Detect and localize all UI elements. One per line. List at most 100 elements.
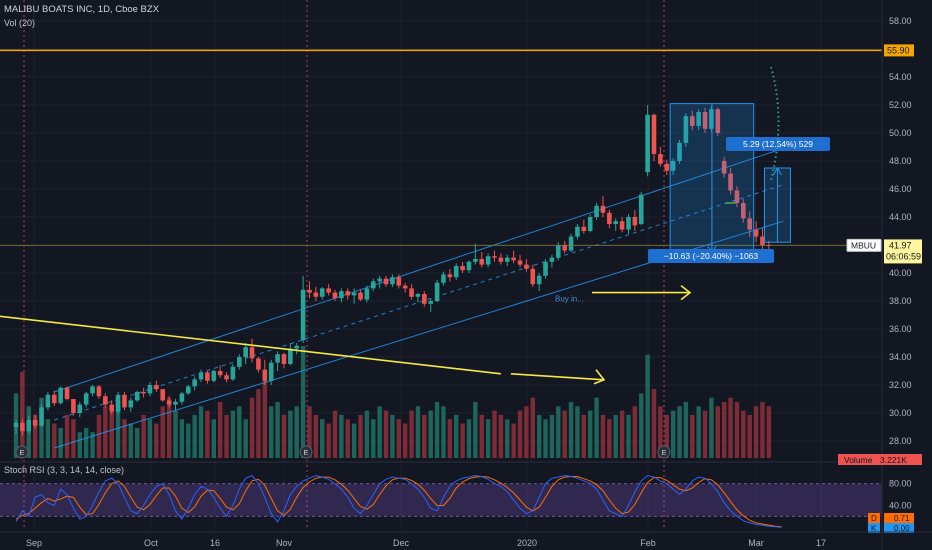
candle-body [224,375,229,380]
candle-body [613,221,619,224]
volume-bar [115,402,121,458]
volume-badge-label: Volume [844,455,873,465]
candle-body [511,257,516,261]
volume-bar [32,414,38,458]
time-tick-label: Feb [640,538,656,548]
candle-body [498,257,504,262]
volume-bar [549,414,555,458]
loss-label-text: −10.63 (−20.40%) −1063 [664,251,759,261]
candle-body [243,347,248,357]
resistance-price-text: 55.90 [887,45,910,55]
candle-body [288,348,293,364]
price-scale[interactable]: 58.0056.0054.0052.0050.0048.0046.0044.00… [838,0,932,550]
osc-d-letter: D [871,514,877,523]
volume-bar [288,410,293,458]
last-price-tag [884,239,922,264]
candle-body [479,259,485,265]
volume-bar [39,397,44,458]
candle-body [166,400,172,405]
osc-k-tag [868,523,880,533]
volume-bar [390,414,395,458]
volume-bar [198,406,204,458]
channel-boundary [54,147,784,393]
volume-bar [517,410,523,458]
volume-bar [237,406,242,458]
volume-bar [351,423,357,458]
candle-body [626,217,631,230]
symbol-title[interactable]: MALIBU BOATS INC, 1D, Cboe BZX [4,4,160,15]
volume-bar [128,423,134,458]
price-tick-label: 54.00 [889,72,912,82]
candle-body [753,229,759,237]
candle-body [530,268,536,285]
candle-body [45,394,51,408]
candle-body [294,345,300,349]
volume-bar [313,414,319,458]
volume-bar [479,414,484,458]
candle-body [594,205,599,217]
volume-bar [415,406,421,458]
volume-bar [498,414,504,458]
volume-bar [269,406,274,458]
volume-bar [371,419,376,458]
candle-body [658,154,663,164]
candle-body [281,354,287,364]
volume-bar [243,419,248,458]
candle-body [677,142,682,161]
volume-bar [58,427,63,458]
time-axis[interactable]: Sep Oct 16 Nov Dec 2020 Feb Mar 17 [0,531,932,548]
price-tick-label: 34.00 [889,352,912,362]
volume-indicator-title[interactable]: Vol (20) [4,18,36,28]
candle-body [447,274,453,278]
candle-body [441,274,446,283]
osc-d-value: 0.71 [894,514,910,523]
stoch-rsi-title[interactable]: Stoch RSI (3, 3, 14, 14, close) [4,465,125,475]
volume-bar [173,410,178,458]
volume-bar [230,410,236,458]
candle-body [351,292,357,296]
ticker-tag-text: MBUU [851,240,876,250]
volume-bar [530,397,535,458]
earnings-marker-label: E [661,448,666,457]
candle-body [728,173,733,191]
volume-bar [677,406,682,458]
volume-bar [632,406,638,458]
volume-bar [702,410,708,458]
candle-body [466,261,472,271]
candle-body [237,357,242,367]
volume-bar [428,410,433,458]
volume-bar [383,410,389,458]
candle-body [173,401,178,405]
volume-bar [466,419,472,458]
candle-body [702,112,708,129]
candle-body [696,112,701,126]
volume-bar [473,402,478,458]
volume-bar [505,419,510,458]
volume-bar [249,397,255,458]
candle-body [345,291,351,296]
volume-bar [160,406,165,458]
candle-body [103,396,108,405]
candle-body [689,116,695,126]
candle-body [683,116,689,143]
candle-body [581,226,587,231]
candle-body [734,190,740,203]
candle-body [268,362,274,381]
price-tick-label: 40.00 [889,268,912,278]
volume-bar [485,419,491,458]
volume-bar [447,419,453,458]
volume-bar [326,423,331,458]
volume-bar [747,414,752,458]
candle-body [332,292,338,299]
candle-body [179,393,185,402]
volume-bar [670,410,676,458]
candle-body [109,404,114,412]
volume-bar [20,371,25,458]
volume-bar [511,423,516,458]
volume-bar [135,427,140,458]
osc-k-value-tag [884,523,914,533]
earnings-marker [15,445,29,459]
volume-bar [339,414,344,458]
